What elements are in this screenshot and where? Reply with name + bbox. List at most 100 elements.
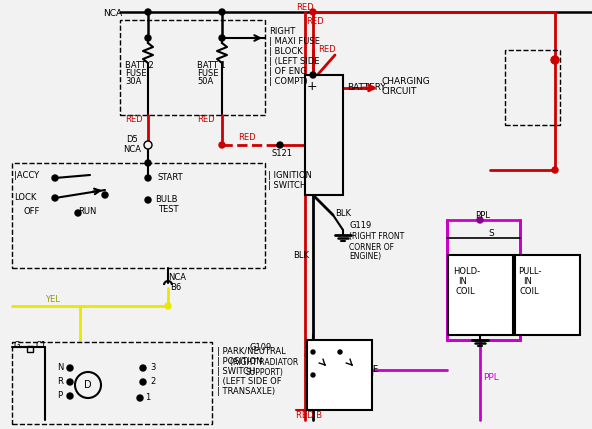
Circle shape [311, 373, 315, 377]
Bar [12, 163, 265, 268]
Text: | IGNITION: | IGNITION [268, 170, 312, 179]
Text: CHARGING: CHARGING [382, 78, 431, 87]
Circle shape [140, 379, 146, 385]
Text: (RIGHT FRONT: (RIGHT FRONT [349, 233, 404, 242]
Text: CIRCUIT: CIRCUIT [382, 88, 417, 97]
Circle shape [75, 372, 101, 398]
Text: 2: 2 [150, 378, 155, 387]
Text: N: N [57, 363, 63, 372]
Circle shape [310, 72, 316, 78]
Circle shape [219, 35, 225, 41]
Text: B6: B6 [170, 284, 181, 293]
Text: RED: RED [197, 115, 215, 124]
Bar [448, 255, 513, 335]
Circle shape [75, 210, 81, 216]
Bar [120, 20, 265, 115]
Text: RED: RED [296, 3, 314, 12]
Circle shape [552, 167, 558, 173]
Text: YEL: YEL [45, 296, 60, 305]
Text: | COMPT): | COMPT) [269, 78, 308, 87]
Text: 50A: 50A [197, 76, 213, 85]
Text: BATT 2: BATT 2 [125, 60, 154, 69]
Text: D5: D5 [126, 136, 138, 145]
Text: BATT 1: BATT 1 [197, 60, 226, 69]
Text: RED: RED [306, 18, 324, 27]
Circle shape [144, 141, 152, 149]
Text: E: E [372, 366, 377, 375]
Text: PPL: PPL [483, 374, 498, 383]
Text: D: D [84, 380, 92, 390]
Circle shape [145, 9, 151, 15]
Text: CORNER OF: CORNER OF [349, 242, 394, 251]
Text: | MAXI FUSE: | MAXI FUSE [269, 37, 320, 46]
Circle shape [310, 9, 316, 15]
Text: IN: IN [458, 278, 467, 287]
Text: ENGINE): ENGINE) [349, 253, 381, 262]
Text: C1: C1 [35, 341, 46, 350]
Circle shape [140, 365, 146, 371]
Text: 3: 3 [150, 363, 155, 372]
Bar [515, 255, 580, 335]
Circle shape [277, 142, 283, 148]
Text: G: G [14, 341, 21, 350]
Circle shape [102, 192, 108, 198]
Text: G119: G119 [349, 221, 371, 230]
Text: FUSE: FUSE [197, 69, 218, 78]
Circle shape [67, 365, 73, 371]
Text: HOLD-: HOLD- [453, 268, 480, 277]
Text: PPL: PPL [475, 211, 490, 220]
Circle shape [52, 195, 58, 201]
Text: | OF ENG: | OF ENG [269, 67, 307, 76]
Circle shape [145, 197, 151, 203]
Text: | PARK/NEUTRAL: | PARK/NEUTRAL [217, 347, 286, 356]
Bar [307, 340, 372, 410]
Text: R: R [57, 378, 63, 387]
Text: NCA: NCA [123, 145, 141, 154]
Bar [447, 220, 520, 340]
Text: RED: RED [238, 133, 256, 142]
Circle shape [52, 175, 58, 181]
Bar [27, 346, 33, 352]
Text: S: S [488, 229, 494, 238]
Text: OFF: OFF [24, 208, 40, 217]
Text: RUN: RUN [78, 208, 96, 217]
Text: |ACCY: |ACCY [14, 170, 39, 179]
Text: | (LEFT SIDE: | (LEFT SIDE [269, 57, 320, 66]
Circle shape [311, 350, 315, 354]
Circle shape [477, 217, 483, 223]
Text: BLK: BLK [293, 251, 309, 260]
Text: IN: IN [523, 278, 532, 287]
Text: COIL: COIL [520, 287, 540, 296]
Circle shape [219, 9, 225, 15]
Circle shape [551, 56, 559, 64]
Text: TEST: TEST [158, 205, 179, 214]
Text: BATTERY: BATTERY [347, 82, 386, 91]
Text: | POSITION: | POSITION [217, 357, 262, 366]
Text: RED B: RED B [296, 411, 322, 420]
Text: | TRANSAXLE): | TRANSAXLE) [217, 387, 275, 396]
Circle shape [145, 160, 151, 166]
Text: NCA: NCA [168, 274, 186, 283]
Text: LOCK: LOCK [14, 193, 36, 202]
Text: P: P [57, 392, 62, 401]
Circle shape [145, 175, 151, 181]
Text: NCA: NCA [103, 9, 122, 18]
Circle shape [145, 35, 151, 41]
Text: | SWITCH: | SWITCH [268, 181, 306, 190]
Text: START: START [158, 173, 184, 182]
Text: PULL-: PULL- [518, 268, 541, 277]
Text: RIGHT: RIGHT [269, 27, 295, 36]
Text: | (LEFT SIDE OF: | (LEFT SIDE OF [217, 378, 282, 387]
Circle shape [137, 395, 143, 401]
Text: RED: RED [125, 115, 143, 124]
Text: SUPPORT): SUPPORT) [245, 368, 283, 377]
Text: G109: G109 [250, 344, 272, 353]
Circle shape [219, 142, 225, 148]
Circle shape [338, 350, 342, 354]
Text: RED: RED [318, 45, 336, 54]
Text: 1: 1 [145, 393, 150, 402]
Bar [505, 50, 560, 125]
Text: BLK: BLK [335, 208, 351, 218]
Text: COIL: COIL [455, 287, 475, 296]
Text: S121: S121 [272, 148, 293, 157]
